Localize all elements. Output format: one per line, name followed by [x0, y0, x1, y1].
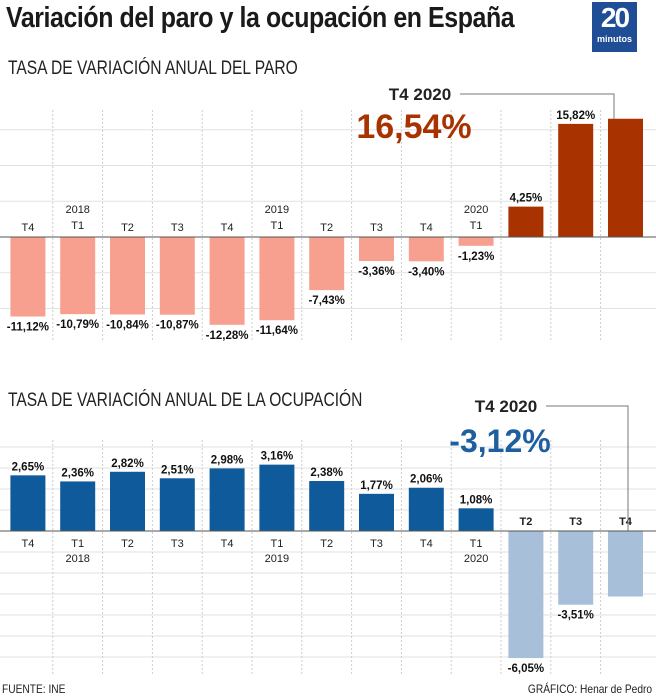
bar — [508, 206, 544, 237]
bar — [60, 237, 96, 315]
logo-number: 20 — [600, 2, 630, 33]
data-label: 2,82% — [111, 458, 144, 470]
bar — [408, 487, 444, 531]
tick-year: 2018 — [65, 204, 89, 216]
data-label: 2,38% — [310, 467, 343, 479]
data-label: 3,16% — [261, 451, 294, 463]
data-label: 1,08% — [460, 494, 493, 506]
tick-label: T4 — [619, 244, 633, 256]
bar — [608, 118, 643, 237]
credit: GRÁFICO: Henar de Pedro — [527, 682, 652, 696]
data-label: -12,28% — [206, 330, 249, 342]
bar — [309, 481, 345, 531]
tick-year: 2018 — [65, 553, 89, 565]
tick-label: T2 — [320, 222, 333, 234]
highlight-period: T4 2020 — [389, 85, 451, 104]
bar — [508, 531, 544, 659]
highlight-connector — [546, 405, 629, 531]
data-label: -11,64% — [256, 325, 298, 337]
tick-year: 2019 — [265, 204, 289, 216]
data-label: -7,43% — [308, 295, 344, 307]
tick-label: T1 — [71, 220, 84, 232]
tick-label: T4 — [221, 538, 234, 550]
data-label: 2,36% — [61, 467, 94, 479]
tick-label: T3 — [569, 516, 582, 528]
bar — [159, 237, 195, 315]
bar — [558, 123, 594, 237]
source: FUENTE: INE — [2, 682, 66, 696]
tick-label: T2 — [320, 538, 333, 550]
highlight-value: -3,12% — [449, 423, 550, 459]
tick-label: T3 — [370, 222, 383, 234]
tick-label: T1 — [71, 538, 84, 550]
bar — [608, 531, 643, 597]
data-label: 4,25% — [510, 193, 543, 205]
tick-label: T1 — [470, 538, 483, 550]
bar — [110, 237, 145, 315]
bar — [259, 237, 295, 321]
tick-label: T3 — [171, 538, 184, 550]
data-label: -3,40% — [408, 266, 444, 278]
bar — [259, 464, 295, 531]
bar — [110, 471, 145, 531]
bar — [209, 468, 245, 531]
tick-label: T3 — [370, 538, 383, 550]
bar — [359, 493, 394, 531]
tick-label: T1 — [270, 220, 283, 232]
data-label: 1,77% — [360, 480, 393, 492]
logo-word: minutos — [597, 34, 632, 44]
data-label: -10,79% — [56, 319, 99, 331]
tick-label: T2 — [121, 222, 134, 234]
tick-year: 2020 — [464, 204, 488, 216]
tick-label: T4 — [21, 222, 34, 234]
tick-year: 2020 — [464, 553, 488, 565]
data-label: 2,51% — [161, 464, 194, 476]
bar — [10, 237, 46, 317]
brand-logo: 20 minutos — [592, 2, 637, 52]
bar — [60, 481, 96, 531]
tick-label: T4 — [619, 516, 633, 528]
data-label: 2,06% — [410, 474, 443, 486]
tick-label: T4 — [21, 538, 34, 550]
tick-label: T2 — [519, 516, 532, 528]
tick-label: T1 — [270, 538, 283, 550]
data-label: -3,36% — [358, 266, 394, 278]
bar — [408, 237, 444, 262]
bar — [359, 237, 394, 262]
data-label: -10,87% — [156, 320, 199, 332]
data-label: 2,98% — [211, 454, 244, 466]
tick-label: T2 — [519, 244, 532, 256]
highlight-value: 16,54% — [356, 108, 471, 146]
page-title: Variación del paro y la ocupación en Esp… — [6, 2, 515, 34]
bar — [458, 237, 494, 246]
data-label: -10,84% — [106, 320, 149, 332]
data-label: -6,05% — [508, 663, 544, 675]
tick-label: T4 — [420, 538, 433, 550]
tick-label: T4 — [221, 222, 234, 234]
tick-label: T1 — [470, 220, 483, 232]
highlight-period: T4 2020 — [475, 397, 537, 416]
bar — [309, 237, 345, 291]
tick-label: T4 — [420, 222, 433, 234]
data-label: 15,82% — [556, 110, 595, 122]
tick-label: T3 — [569, 244, 582, 256]
highlight-connector — [460, 93, 615, 119]
bar — [458, 508, 494, 531]
bar — [159, 478, 195, 531]
bar — [10, 475, 46, 531]
tick-year: 2019 — [265, 553, 289, 565]
bar — [209, 237, 245, 325]
data-label: 2,65% — [12, 461, 45, 473]
tick-label: T3 — [171, 222, 184, 234]
bar — [558, 531, 594, 605]
data-label: -3,51% — [557, 610, 593, 622]
chart1-title: TASA DE VARIACIÓN ANUAL DEL PARO — [8, 58, 298, 79]
data-label: -1,23% — [458, 251, 494, 263]
data-label: -11,12% — [7, 322, 49, 334]
chart2-title: TASA DE VARIACIÓN ANUAL DE LA OCUPACIÓN — [8, 390, 363, 411]
tick-label: T2 — [121, 538, 134, 550]
